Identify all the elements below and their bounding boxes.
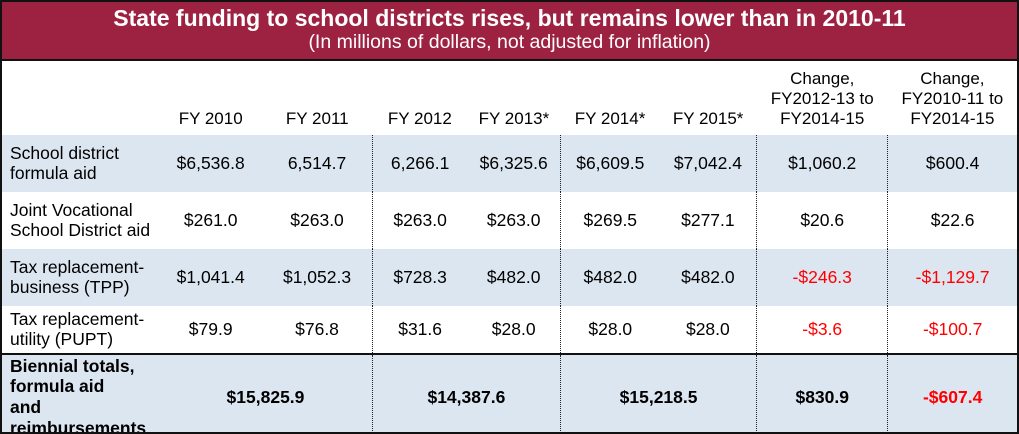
funding-table: FY 2010 FY 2011 FY 2012 FY 2013* FY 2014… xyxy=(2,61,1017,434)
table-row-formula-aid: School district formula aid $6,536.8 6,5… xyxy=(2,134,1017,192)
header-row: FY 2010 FY 2011 FY 2012 FY 2013* FY 2014… xyxy=(2,61,1017,135)
col-header-fy2010: FY 2010 xyxy=(178,108,243,128)
table-cell: $600.4 xyxy=(887,134,1017,192)
col-header-fy2014: FY 2014* xyxy=(574,108,646,128)
col-header-fy2012: FY 2012 xyxy=(387,108,452,128)
table-row-biennial-totals: Biennial totals, formula aid and reimbur… xyxy=(2,353,1017,434)
table-cell: $1,060.2 xyxy=(756,134,888,192)
table-row-tax-replacement-business: Tax replacement- business (TPP) $1,041.4… xyxy=(2,248,1017,306)
table-cell: -$100.7 xyxy=(887,305,1017,354)
table-cell: $269.5 xyxy=(559,191,660,249)
table-cell: $76.8 xyxy=(295,318,339,339)
table-cell: $1,041.4 xyxy=(176,266,245,287)
table-cell: -$246.3 xyxy=(756,248,888,306)
table-cell: $6,609.5 xyxy=(559,134,660,192)
table-cell: 6,514.7 xyxy=(287,152,347,173)
total-change-cell: $830.9 xyxy=(756,353,888,432)
table-cell: $482.0 xyxy=(486,266,541,287)
table-cell: $482.0 xyxy=(559,248,660,306)
table-cell: -$3.6 xyxy=(756,305,888,354)
row-label: School district formula aid xyxy=(10,142,119,184)
table-cell: $6,325.6 xyxy=(479,152,548,173)
col-header-change-fy2012-13: Change, FY2012-13 to FY2014-15 xyxy=(770,68,874,128)
row-label: Tax replacement- business (TPP) xyxy=(10,256,145,298)
biennial-total-cell: $15,218.5 xyxy=(559,353,757,432)
table-cell: $261.0 xyxy=(183,209,238,230)
table-row-jvsd-aid: Joint Vocational School District aid $26… xyxy=(2,191,1017,249)
row-label: Joint Vocational School District aid xyxy=(10,199,151,241)
table-cell: $7,042.4 xyxy=(673,152,742,173)
table-row-tax-replacement-utility: Tax replacement- utility (PUPT) $79.9 $7… xyxy=(2,305,1017,354)
table-cell: $263.0 xyxy=(371,191,468,249)
table-cell: $1,052.3 xyxy=(282,266,352,287)
table-cell: $263.0 xyxy=(486,209,541,230)
table-cell: $79.9 xyxy=(188,318,233,339)
row-label: Biennial totals, formula aid and reimbur… xyxy=(10,355,147,434)
table-cell: $277.1 xyxy=(681,209,735,230)
table-cell: $22.6 xyxy=(887,191,1017,249)
chart-subtitle: (In millions of dollars, not adjusted fo… xyxy=(308,31,711,54)
banner: State funding to school districts rises,… xyxy=(2,2,1017,61)
table-cell: $6,536.8 xyxy=(176,152,245,173)
table-cell: $28.0 xyxy=(685,318,730,339)
table-cell: $28.0 xyxy=(491,318,536,339)
col-header-blank xyxy=(2,61,159,135)
table-cell: $20.6 xyxy=(756,191,888,249)
col-header-change-fy2010-11: Change, FY2010-11 to FY2014-15 xyxy=(901,68,1004,128)
col-header-fy2013: FY 2013* xyxy=(478,108,550,128)
biennial-total-cell: $15,825.9 xyxy=(226,386,305,407)
table-cell: $28.0 xyxy=(559,305,660,354)
biennial-total-cell: $14,387.6 xyxy=(371,353,561,432)
col-header-fy2015: FY 2015* xyxy=(672,108,744,128)
chart-title: State funding to school districts rises,… xyxy=(113,5,906,31)
table-cell: $482.0 xyxy=(681,266,735,287)
table-cell: $31.6 xyxy=(371,305,468,354)
total-change-cell: -$607.4 xyxy=(887,353,1017,432)
table-cell: 6,266.1 xyxy=(371,134,468,192)
col-header-fy2011: FY 2011 xyxy=(285,108,349,128)
row-label: Tax replacement- utility (PUPT) xyxy=(10,308,145,350)
table-cell: $728.3 xyxy=(371,248,468,306)
table-cell: $263.0 xyxy=(290,209,344,230)
table-cell: -$1,129.7 xyxy=(887,248,1017,306)
